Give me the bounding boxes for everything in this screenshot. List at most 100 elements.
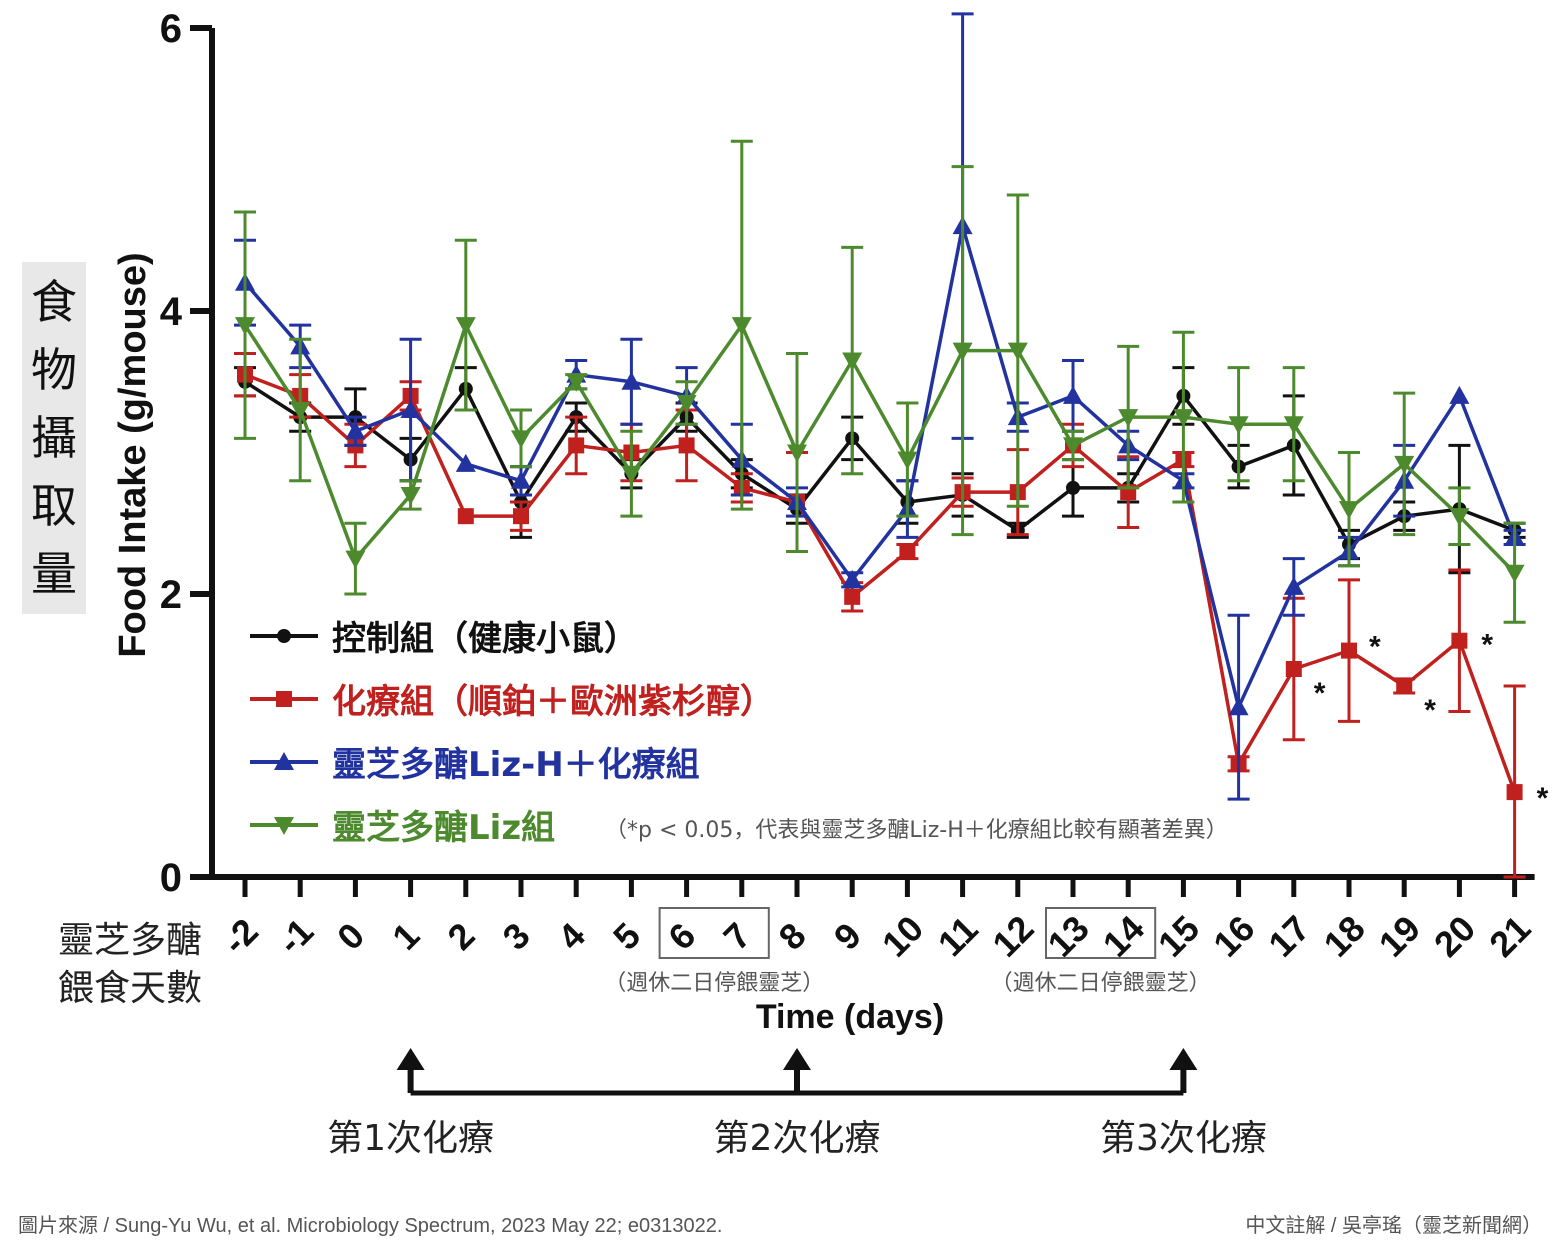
data-point <box>676 394 697 413</box>
x-tick-label: 16 <box>1205 908 1262 965</box>
x-tick-label: 0 <box>329 915 372 958</box>
data-point <box>1173 409 1194 428</box>
data-point <box>455 453 476 472</box>
significance-star: * <box>1369 631 1381 664</box>
y-tick-label: 0 <box>160 856 182 900</box>
x-tick-label: -2 <box>214 910 266 962</box>
series-2 <box>234 351 1526 879</box>
y-axis-title: Food Intake (g/mouse) <box>112 252 154 657</box>
series-line <box>243 323 1516 574</box>
data-point <box>1339 501 1359 520</box>
data-point <box>1228 697 1249 716</box>
data-point <box>566 373 587 392</box>
y-tick-label: 6 <box>160 7 182 51</box>
x-tick-label: 17 <box>1260 908 1317 965</box>
significance-star: * <box>1314 677 1326 710</box>
x-tick-label: 15 <box>1150 908 1207 965</box>
x-tick-label: 21 <box>1481 908 1538 965</box>
data-point <box>1283 416 1304 435</box>
annotation-credit: 中文註解 / 吳亭瑤（靈芝新聞網） <box>1245 1214 1542 1237</box>
data-point <box>1063 385 1083 404</box>
significance-note: （*p < 0.05，代表與靈芝多醣Liz-H＋化療組比較有顯著差異） <box>605 818 1228 843</box>
x-axis-title: Time (days) <box>756 998 944 1036</box>
x-tick-label: 1 <box>384 915 427 958</box>
x-tick-label: 4 <box>550 915 593 958</box>
data-point <box>1066 480 1080 495</box>
legend-marker <box>274 752 294 770</box>
x-label-cn-line2: 餵食天數 <box>58 968 202 1009</box>
x-tick-label: 20 <box>1426 908 1483 965</box>
legend-label: 化療組（順鉑＋歐洲紫杉醇） <box>332 682 774 722</box>
data-point <box>787 444 807 463</box>
y-label-cn-char: 食 <box>31 275 77 329</box>
legend-label: 靈芝多醣Liz-H＋化療組 <box>332 745 700 785</box>
series-line <box>244 380 1516 547</box>
x-tick-label: 19 <box>1371 908 1428 965</box>
y-tick-label: 2 <box>160 573 182 617</box>
chemo-label: 第3次化療 <box>1100 1118 1267 1159</box>
x-tick-label: 12 <box>984 908 1041 965</box>
data-point <box>1504 564 1525 583</box>
weekend-note: （週休二日停餵靈芝） <box>604 971 824 996</box>
y-label-cn-char: 攝 <box>31 411 77 465</box>
data-point <box>1285 660 1302 677</box>
y-label-cn-box <box>22 262 86 614</box>
data-point <box>842 569 863 588</box>
legend-marker <box>276 691 292 707</box>
x-tick-label: 11 <box>930 908 986 964</box>
weekend-box <box>1045 907 1157 959</box>
data-point <box>899 543 916 560</box>
data-point <box>1449 385 1470 404</box>
data-point <box>1063 437 1083 456</box>
x-tick-label: 6 <box>660 915 703 958</box>
series-line <box>243 224 1517 709</box>
data-point <box>1451 632 1468 649</box>
x-tick-label: 13 <box>1040 908 1097 965</box>
series-4 <box>234 139 1526 624</box>
x-tick-label: -1 <box>270 910 322 962</box>
chemo-arrow-head <box>1169 1048 1198 1070</box>
weekend-note: （週休二日停餵靈芝） <box>991 971 1211 996</box>
legend-label: 靈芝多醣Liz組 <box>332 808 555 848</box>
data-point <box>511 430 531 449</box>
significance-star: * <box>1537 782 1549 815</box>
data-point <box>678 437 695 454</box>
x-tick-label: 10 <box>874 908 931 965</box>
data-point <box>897 451 918 470</box>
chemo-label: 第2次化療 <box>714 1118 881 1159</box>
data-point <box>1396 677 1413 694</box>
weekend-box <box>658 907 770 959</box>
data-point <box>1228 416 1249 435</box>
data-point <box>235 317 255 336</box>
significance-star: * <box>1481 629 1493 662</box>
data-point <box>290 402 311 421</box>
significance-star: * <box>1424 694 1436 727</box>
source-credit: 圖片來源 / Sung-Yu Wu, et al. Microbiology S… <box>18 1214 722 1237</box>
data-point <box>1506 784 1523 801</box>
x-tick-label: 9 <box>826 915 869 958</box>
data-point <box>345 421 366 440</box>
series-line <box>244 373 1517 793</box>
data-point <box>400 400 421 419</box>
x-tick-label: 5 <box>605 915 648 958</box>
data-point <box>621 371 642 390</box>
chemo-arrow-head <box>783 1048 811 1070</box>
data-point <box>952 342 973 361</box>
data-point <box>731 317 752 336</box>
data-point <box>621 465 642 484</box>
data-point <box>513 508 529 525</box>
data-point <box>511 470 531 489</box>
data-point <box>1283 576 1304 595</box>
data-point <box>1007 342 1028 361</box>
chemo-arrow-head <box>396 1048 425 1070</box>
legend-marker <box>277 629 291 643</box>
x-tick-label: 14 <box>1095 908 1152 965</box>
data-point <box>568 437 585 454</box>
data-point <box>455 317 476 336</box>
chemo-label: 第1次化療 <box>327 1118 494 1159</box>
x-tick-label: 8 <box>771 915 814 958</box>
legend-marker <box>274 817 294 835</box>
y-label-cn-char: 物 <box>31 343 77 397</box>
data-point <box>457 508 474 525</box>
data-point <box>1394 455 1415 474</box>
